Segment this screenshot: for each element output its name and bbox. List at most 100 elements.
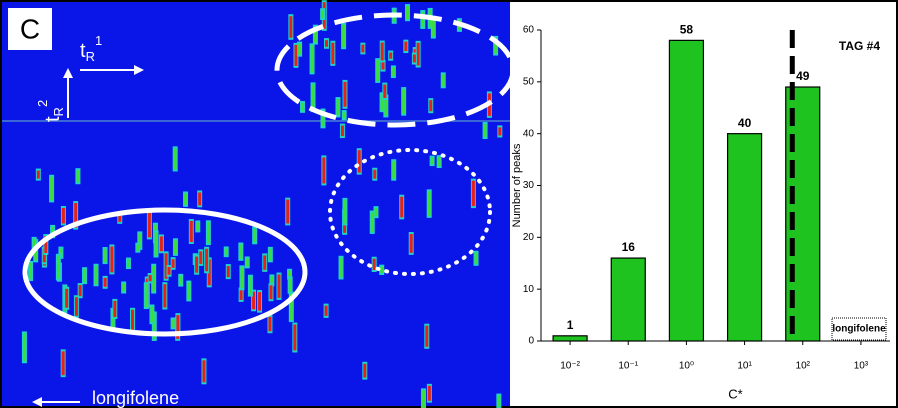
- peak-core: [357, 150, 361, 173]
- x-tick-label: 10²: [796, 361, 811, 372]
- x-tick-label: 10⁰: [679, 361, 694, 372]
- sub: R: [86, 49, 95, 64]
- dotted-ellipse: [328, 148, 492, 276]
- peak-core: [300, 103, 304, 111]
- value-label: 1: [567, 318, 574, 332]
- peak-core: [402, 89, 406, 114]
- peak-core: [322, 157, 326, 184]
- value-label: 49: [796, 69, 810, 83]
- x-arrow-head: [134, 65, 144, 75]
- peak-core: [497, 395, 501, 408]
- peak-core: [198, 192, 202, 206]
- y-tick-label: 10: [523, 284, 535, 295]
- peak-core: [404, 41, 408, 52]
- bar: [610, 257, 646, 342]
- peak-core: [427, 191, 431, 216]
- value-label: 58: [680, 23, 694, 37]
- peak-core: [148, 275, 152, 282]
- peak-core: [289, 293, 293, 321]
- peak-core: [253, 228, 257, 243]
- peak-core: [147, 209, 151, 238]
- peak-core: [187, 282, 191, 300]
- peak-core: [171, 259, 175, 268]
- peak-core: [36, 170, 40, 179]
- peak-core: [288, 270, 292, 278]
- peak-core: [179, 275, 183, 285]
- sup: 1: [95, 33, 102, 48]
- peak-core: [389, 52, 393, 59]
- peak-core: [258, 292, 262, 311]
- peak-core: [342, 112, 346, 119]
- x-axis-label: C*: [728, 386, 742, 401]
- bar: [726, 133, 763, 342]
- peak-core: [61, 351, 65, 376]
- peak-core: [152, 265, 156, 292]
- peak-core: [51, 226, 55, 237]
- y-tick-label: 30: [523, 180, 535, 191]
- x-tick-label: 10⁻¹: [618, 361, 638, 372]
- y-tick-label: 20: [523, 232, 535, 243]
- peak-core: [171, 319, 175, 328]
- peak-core: [363, 363, 367, 378]
- peak-core: [339, 257, 343, 278]
- peak-core: [441, 74, 445, 87]
- peak-core: [342, 24, 346, 48]
- bar: [668, 39, 705, 342]
- peak-core: [150, 306, 154, 323]
- peak-core: [61, 208, 65, 224]
- peak-core: [286, 199, 290, 224]
- peak-core: [94, 265, 98, 285]
- peak-core: [321, 110, 325, 127]
- peak-core: [74, 203, 78, 228]
- peak-core: [380, 42, 384, 61]
- peak-core: [380, 266, 384, 273]
- t: t: [80, 40, 86, 62]
- peak-core: [421, 390, 425, 408]
- peak-core: [173, 148, 177, 170]
- peak-core: [374, 208, 378, 217]
- peaks: [21, 0, 503, 408]
- peak-core: [32, 238, 36, 248]
- peak-core: [76, 170, 80, 183]
- sub: R: [51, 107, 66, 116]
- peak-core: [44, 236, 48, 253]
- x-tick-label: 10¹: [737, 361, 752, 372]
- peak-core: [498, 127, 502, 136]
- t: t: [42, 116, 64, 122]
- peak-core: [136, 244, 140, 251]
- peak-core: [240, 267, 244, 289]
- peak-core: [154, 232, 158, 256]
- peak-core: [207, 259, 211, 286]
- peak-core: [239, 289, 243, 300]
- x-tick-label: 10⁻²: [560, 361, 580, 372]
- dashed-ellipse: [274, 12, 516, 128]
- peak-core: [22, 333, 26, 362]
- panel-label: C: [20, 13, 40, 44]
- peak-core: [248, 276, 252, 295]
- bar-chart: 0 10 20 30 40 50 60 Number of peaks C* 10⁻² 1 10⁻¹ 1…: [511, 23, 890, 401]
- peak-core: [159, 236, 163, 252]
- peak-core: [110, 246, 114, 273]
- peak-core: [471, 180, 475, 207]
- peak-core: [113, 300, 117, 318]
- peak-core: [268, 316, 272, 332]
- y-axis-label: Number of peaks: [511, 143, 523, 227]
- peak-core: [122, 283, 126, 292]
- peak-core: [391, 67, 395, 76]
- peak-core: [331, 42, 335, 64]
- peak-core: [65, 288, 69, 308]
- x-tick-label: 10³: [854, 361, 869, 372]
- peak-core: [412, 54, 416, 63]
- peak-core: [173, 240, 177, 254]
- peak-core: [409, 234, 413, 253]
- peak-core: [270, 276, 274, 285]
- bar: [552, 335, 588, 342]
- peak-core: [164, 253, 168, 279]
- peak-core: [176, 315, 180, 334]
- peak-core: [252, 291, 256, 310]
- solid-ellipse: [22, 207, 308, 337]
- peak-core: [310, 45, 314, 73]
- peak-core: [421, 12, 425, 27]
- value-label: 16: [622, 240, 636, 254]
- peak-core: [416, 42, 420, 66]
